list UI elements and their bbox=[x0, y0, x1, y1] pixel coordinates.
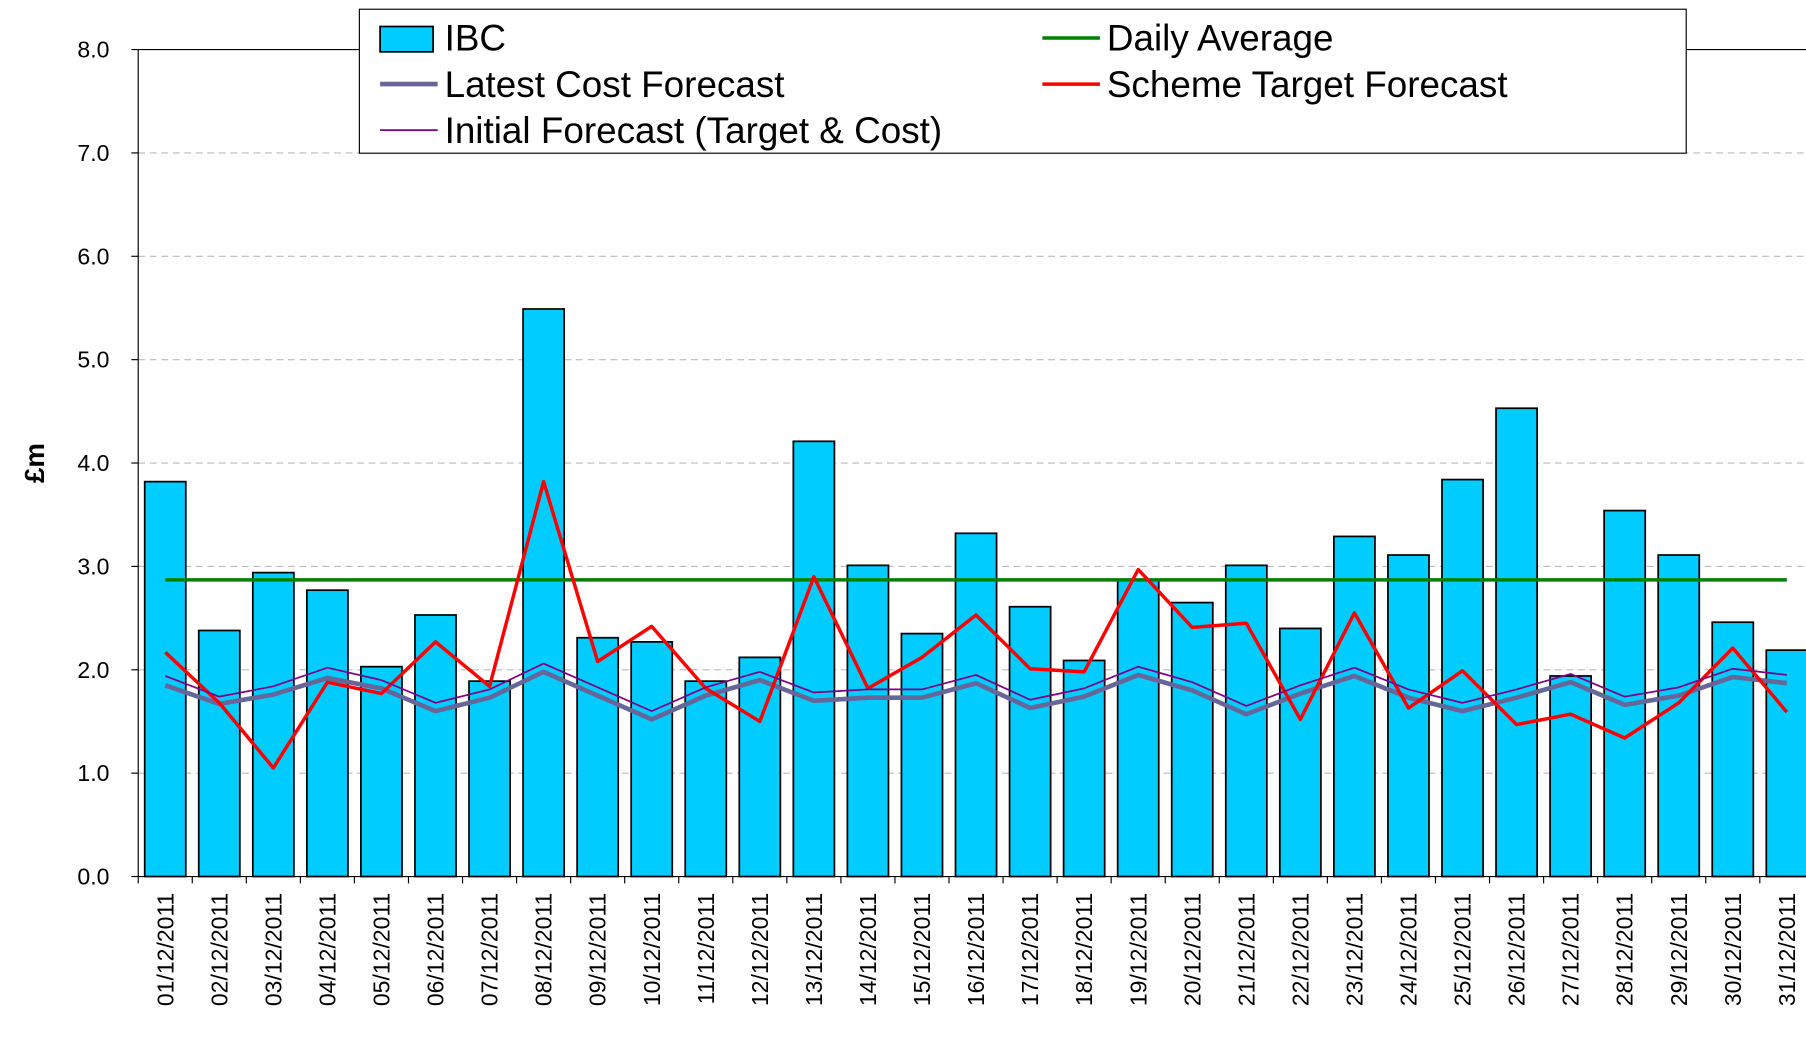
x-tick-label: 15/12/2011 bbox=[909, 893, 935, 1006]
bar bbox=[251, 571, 295, 878]
legend-label: Initial Forecast (Target & Cost) bbox=[445, 110, 943, 151]
x-tick-label: 28/12/2011 bbox=[1612, 893, 1638, 1006]
x-tick-label: 19/12/2011 bbox=[1125, 893, 1151, 1006]
y-tick-label: 0.0 bbox=[77, 864, 109, 890]
x-tick-label: 21/12/2011 bbox=[1233, 893, 1259, 1006]
x-tick-label: 30/12/2011 bbox=[1720, 893, 1746, 1006]
y-tick-label: 6.0 bbox=[77, 243, 109, 269]
x-tick-label: 18/12/2011 bbox=[1071, 893, 1097, 1006]
x-tick-label: 06/12/2011 bbox=[423, 893, 449, 1006]
y-tick-label: 2.0 bbox=[77, 657, 109, 683]
bar bbox=[1062, 659, 1106, 878]
bar bbox=[1116, 578, 1160, 878]
bar bbox=[1387, 554, 1430, 878]
bar bbox=[576, 636, 620, 878]
y-tick-label: 1.0 bbox=[77, 760, 109, 786]
y-axis-label: £m bbox=[19, 443, 50, 483]
bar bbox=[522, 308, 566, 878]
bar bbox=[1008, 605, 1052, 878]
bar bbox=[1495, 407, 1538, 878]
x-tick-label: 16/12/2011 bbox=[963, 893, 989, 1006]
bar bbox=[900, 632, 944, 878]
bar bbox=[684, 680, 728, 878]
x-tick-label: 03/12/2011 bbox=[260, 893, 286, 1006]
y-tick-label: 3.0 bbox=[77, 553, 109, 579]
y-tick-label: 4.0 bbox=[77, 450, 109, 476]
x-tick-label: 12/12/2011 bbox=[747, 893, 773, 1006]
x-tick-label: 09/12/2011 bbox=[585, 893, 611, 1006]
y-tick-label: 7.0 bbox=[77, 140, 109, 166]
x-tick-label: 08/12/2011 bbox=[531, 893, 557, 1006]
legend-label: Daily Average bbox=[1107, 18, 1334, 59]
bar bbox=[1441, 478, 1484, 878]
legend-label: IBC bbox=[445, 18, 506, 59]
bar bbox=[468, 680, 511, 878]
bar bbox=[1765, 649, 1806, 878]
bar bbox=[360, 665, 403, 878]
x-tick-label: 24/12/2011 bbox=[1396, 893, 1422, 1006]
bar bbox=[792, 440, 836, 878]
x-tick-label: 20/12/2011 bbox=[1179, 893, 1205, 1006]
x-tick-label: 26/12/2011 bbox=[1504, 893, 1530, 1006]
x-tick-label: 22/12/2011 bbox=[1287, 893, 1313, 1006]
bar bbox=[143, 480, 187, 878]
bar bbox=[1170, 601, 1214, 878]
x-tick-label: 23/12/2011 bbox=[1341, 893, 1367, 1006]
x-tick-label: 02/12/2011 bbox=[206, 893, 232, 1006]
line-series bbox=[164, 662, 1787, 712]
x-tick-label: 13/12/2011 bbox=[801, 893, 827, 1006]
legend-swatch bbox=[379, 25, 434, 53]
bar bbox=[954, 532, 998, 878]
y-tick-label: 8.0 bbox=[77, 37, 109, 63]
y-tick-label: 5.0 bbox=[77, 347, 109, 373]
line-series bbox=[164, 479, 1789, 770]
legend-label: Latest Cost Forecast bbox=[445, 64, 785, 105]
legend-label: Scheme Target Forecast bbox=[1107, 64, 1508, 105]
bar bbox=[1333, 535, 1376, 878]
bar bbox=[630, 641, 674, 878]
x-tick-label: 10/12/2011 bbox=[639, 893, 665, 1006]
bar bbox=[738, 656, 782, 878]
x-tick-label: 25/12/2011 bbox=[1450, 893, 1476, 1006]
bar bbox=[846, 564, 890, 878]
bar bbox=[1549, 675, 1593, 878]
x-tick-label: 04/12/2011 bbox=[314, 893, 340, 1006]
bar bbox=[1278, 627, 1322, 878]
x-tick-label: 17/12/2011 bbox=[1017, 893, 1043, 1006]
x-tick-label: 07/12/2011 bbox=[477, 893, 503, 1006]
x-tick-label: 27/12/2011 bbox=[1558, 893, 1584, 1006]
x-tick-label: 29/12/2011 bbox=[1666, 893, 1692, 1006]
x-tick-label: 11/12/2011 bbox=[693, 893, 719, 1005]
bar bbox=[305, 589, 349, 878]
x-tick-label: 05/12/2011 bbox=[369, 893, 395, 1006]
bar bbox=[197, 629, 241, 878]
bar bbox=[1224, 564, 1268, 878]
x-tick-label: 31/12/2011 bbox=[1774, 893, 1800, 1006]
x-tick-label: 01/12/2011 bbox=[152, 893, 178, 1006]
line-series bbox=[164, 669, 1788, 722]
bar bbox=[1657, 554, 1701, 878]
bar bbox=[414, 614, 457, 878]
x-tick-label: 14/12/2011 bbox=[855, 893, 881, 1006]
legend-box bbox=[358, 8, 1687, 154]
